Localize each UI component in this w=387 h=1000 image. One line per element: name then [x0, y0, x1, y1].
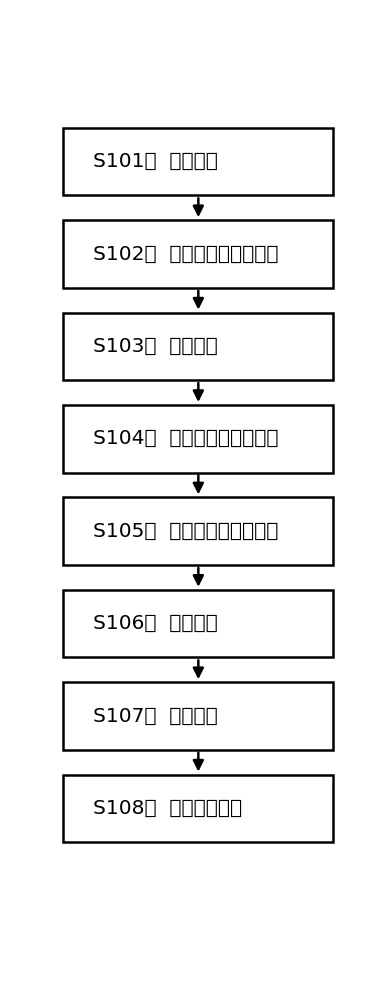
Bar [63, 128, 333, 195]
Bar [63, 497, 333, 565]
Bar [63, 312, 333, 380]
Bar [63, 590, 333, 657]
Bar [63, 220, 333, 288]
Text: S105：  叠连群序列物种注释: S105： 叠连群序列物种注释 [93, 522, 279, 541]
Bar [63, 405, 333, 473]
Bar [63, 774, 333, 842]
Text: S102：  非拼接序列物种注释: S102： 非拼接序列物种注释 [93, 244, 279, 263]
Text: S104：  叠连群序列丰度计算: S104： 叠连群序列丰度计算 [93, 429, 279, 448]
Text: S108：  基因丰度计算: S108： 基因丰度计算 [93, 799, 243, 818]
Text: S106：  基因预测: S106： 基因预测 [93, 614, 218, 633]
Text: S107：  功能注释: S107： 功能注释 [93, 706, 218, 725]
Bar [63, 682, 333, 750]
Text: S103：  序列拼接: S103： 序列拼接 [93, 337, 218, 356]
Text: S101：  序列质控: S101： 序列质控 [93, 152, 218, 171]
